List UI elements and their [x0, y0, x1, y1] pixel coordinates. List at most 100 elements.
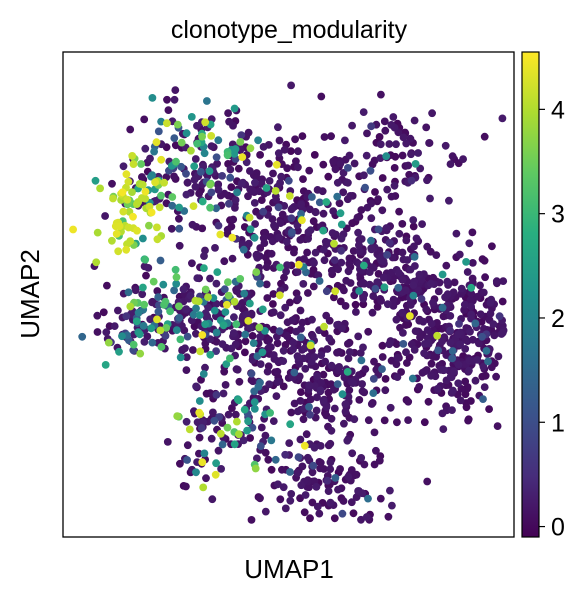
scatter-point [322, 287, 331, 296]
scatter-point [355, 287, 364, 295]
scatter-point [292, 157, 300, 166]
scatter-point [296, 435, 305, 444]
scatter-point [410, 346, 419, 354]
scatter-point [108, 236, 116, 245]
scatter-point [361, 183, 369, 192]
scatter-point [206, 350, 215, 359]
scatter-point [250, 233, 259, 242]
scatter-point [377, 256, 385, 265]
scatter-point [246, 225, 255, 234]
x-axis-label: UMAP1 [244, 554, 334, 584]
scatter-point [266, 409, 274, 417]
scatter-point [96, 184, 104, 193]
scatter-point [262, 184, 271, 192]
scatter-point [136, 349, 145, 358]
scatter-point [156, 256, 165, 265]
scatter-point [300, 344, 309, 353]
scatter-point [258, 305, 267, 314]
scatter-point [129, 212, 137, 221]
scatter-point [259, 234, 268, 243]
scatter-point [254, 136, 262, 145]
scatter-point [273, 367, 282, 376]
scatter-point [434, 346, 442, 355]
scatter-point [206, 203, 215, 212]
scatter-point [140, 115, 149, 124]
scatter-point [241, 337, 250, 346]
scatter-point [182, 482, 190, 491]
scatter-point [221, 381, 230, 389]
scatter-point [427, 359, 436, 368]
scatter-point [299, 280, 308, 288]
scatter-point [489, 320, 498, 328]
scatter-point [103, 281, 111, 290]
scatter-point [139, 234, 147, 243]
scatter-point [393, 373, 402, 381]
scatter-point [206, 274, 214, 283]
scatter-point [128, 152, 137, 160]
scatter-point [315, 198, 324, 207]
scatter-point [316, 386, 325, 395]
scatter-point [466, 296, 475, 304]
scatter-point [313, 502, 322, 511]
scatter-point [357, 206, 366, 214]
scatter-point [468, 228, 477, 237]
scatter-point [138, 290, 147, 299]
scatter-point [149, 277, 158, 286]
scatter-point [200, 149, 209, 158]
scatter-point [132, 317, 141, 326]
scatter-point [454, 330, 462, 339]
scatter-point [468, 259, 477, 267]
scatter-point [159, 280, 168, 289]
scatter-point [221, 308, 230, 316]
scatter-point [286, 420, 295, 429]
scatter-point [203, 97, 211, 105]
scatter-point [480, 132, 489, 141]
scatter-point [122, 312, 131, 321]
scatter-point [493, 422, 502, 430]
scatter-point [195, 189, 204, 198]
scatter-point [355, 247, 364, 256]
scatter-point [377, 90, 385, 99]
scatter-point [182, 169, 190, 178]
scatter-point [163, 119, 171, 128]
scatter-point [187, 113, 196, 121]
scatter-point [236, 138, 245, 146]
colorbar-gradient [521, 51, 540, 538]
scatter-point [423, 176, 431, 185]
scatter-point [414, 149, 422, 157]
scatter-point [449, 288, 458, 297]
scatter-point [199, 370, 208, 378]
scatter-point [408, 374, 417, 383]
scatter-point [170, 134, 179, 143]
scatter-point [238, 153, 247, 162]
scatter-point [183, 441, 192, 450]
scatter-point [168, 193, 177, 201]
y-axis-label: UMAP2 [15, 249, 45, 339]
scatter-point [490, 331, 499, 340]
scatter-point [122, 170, 131, 179]
scatter-point [230, 440, 239, 449]
scatter-point [402, 236, 411, 245]
scatter-point [311, 208, 320, 217]
scatter-point [427, 279, 435, 288]
scatter-point [348, 449, 357, 458]
scatter-point [357, 515, 365, 524]
scatter-point [309, 282, 318, 291]
scatter-point [456, 396, 465, 405]
scatter-point [222, 360, 231, 368]
scatter-point [323, 345, 332, 353]
scatter-point [249, 377, 257, 386]
scatter-point [398, 220, 407, 228]
scatter-point [195, 433, 204, 442]
scatter-point [433, 331, 442, 340]
scatter-point [461, 377, 470, 386]
scatter-point [126, 125, 135, 134]
scatter-point [374, 195, 382, 204]
scatter-point [394, 269, 403, 277]
scatter-point [231, 196, 240, 204]
scatter-point [281, 504, 290, 513]
scatter-point [175, 313, 184, 322]
scatter-point [259, 207, 268, 216]
scatter-point [422, 305, 431, 314]
scatter-point [306, 226, 315, 235]
